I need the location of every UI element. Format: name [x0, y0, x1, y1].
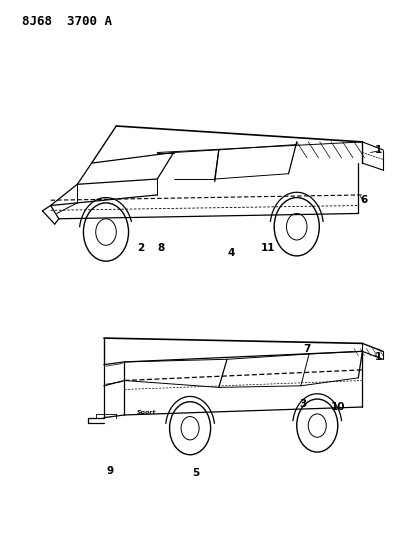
Text: 7: 7 [303, 344, 311, 354]
Text: 1: 1 [375, 352, 382, 361]
Text: 9: 9 [107, 466, 114, 475]
Text: 1: 1 [375, 145, 382, 155]
Text: 10: 10 [330, 402, 345, 412]
Text: 11: 11 [261, 243, 275, 253]
Text: 5: 5 [192, 469, 200, 478]
Text: 3: 3 [299, 399, 306, 409]
Text: 6: 6 [361, 195, 368, 205]
Text: Sport: Sport [137, 410, 156, 415]
Text: 2: 2 [137, 243, 145, 253]
Text: 4: 4 [228, 248, 235, 259]
Text: 8J68  3700 A: 8J68 3700 A [22, 14, 112, 28]
Text: 8: 8 [158, 243, 165, 253]
